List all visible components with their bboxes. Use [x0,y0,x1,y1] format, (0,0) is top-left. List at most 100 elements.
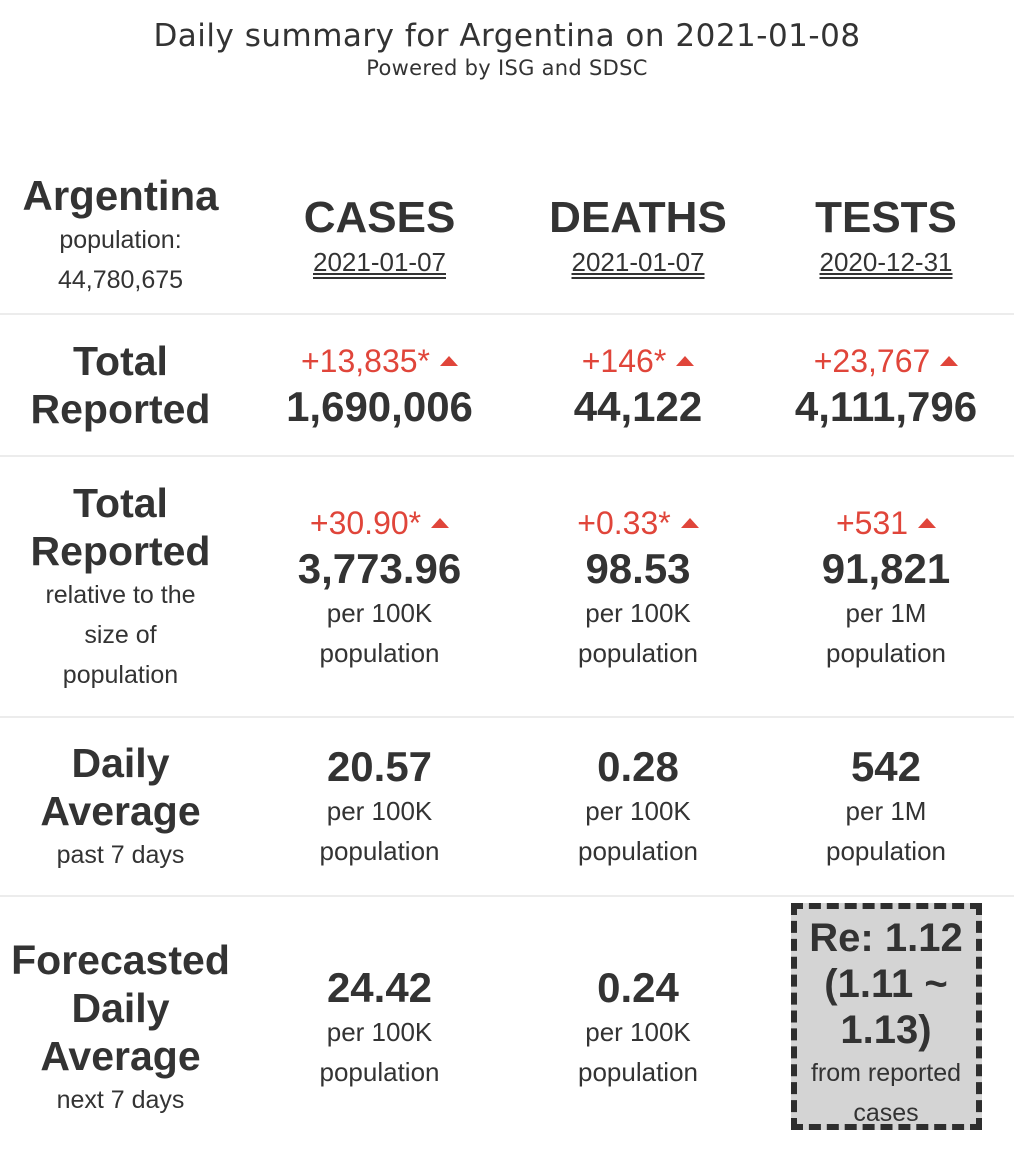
re-note-line: cases [853,1099,919,1127]
row-title-line: Reported [30,386,211,432]
column-date-link[interactable]: 2021-01-07 [313,247,446,277]
unit-line: population [826,637,946,668]
row-title-line: Reported [30,527,211,574]
row-title-line: Total [73,338,168,384]
unit-line: per 1M [845,597,927,628]
page-title: Daily summary for Argentina on 2021-01-0… [153,18,861,54]
page-header: Daily summary for Argentina on 2021-01-0… [0,0,1014,80]
triangle-up-icon [440,356,458,366]
daily-average-row: Daily Average past 7 days 20.57 per 100K… [0,716,1014,896]
re-note-line: from reported [810,1059,962,1087]
relative-value: 91,821 [821,544,951,592]
column-date-link[interactable]: 2021-01-07 [571,247,705,277]
deaths-daily-cell: 0.28 per 100K population [518,716,758,896]
unit-line: population [319,835,440,866]
row-title-line: Total [73,479,168,526]
column-label: CASES [303,193,456,242]
column-header-tests: TESTS 2020-12-31 [758,158,1014,314]
triangle-up-icon [940,356,959,366]
row-title-line: Average [40,1033,201,1079]
unit-line: per 100K [326,597,433,628]
forecast-row: Forecasted Daily Average next 7 days 24.… [0,895,1014,1159]
row-note-line: next 7 days [56,1086,185,1114]
row-header: Daily Average past 7 days [0,716,241,896]
tests-forecast-cell: Re: 1.12 (1.11 ~ 1.13) from reported cas… [758,895,1014,1159]
deaths-total-cell: +146* 44,122 [518,313,758,456]
cases-forecast-cell: 24.42 per 100K population [241,895,518,1159]
row-note-line: past 7 days [56,840,185,869]
daily-value: 20.57 [326,742,433,790]
delta-text: +23,767 [813,343,931,379]
row-title-line: Daily [71,985,170,1031]
cases-daily-cell: 20.57 per 100K population [241,716,518,896]
row-header: Forecasted Daily Average next 7 days [0,895,241,1159]
summary-table: Argentina population: 44,780,675 CASES 2… [0,158,1014,1159]
daily-value: 542 [850,742,922,790]
triangle-up-icon [918,517,937,528]
delta-text: +531 [835,504,909,541]
unit-line: population [578,637,698,668]
tests-total-cell: +23,767 4,111,796 [758,313,1014,456]
population-label: population: [59,225,182,254]
row-header: Total Reported relative to the size of p… [0,455,241,717]
row-title-line: Daily [71,739,170,786]
daily-value: 0.28 [597,742,679,790]
total-value: 1,690,006 [286,383,473,430]
column-header-cases: CASES 2021-01-07 [241,158,518,314]
triangle-up-icon [676,356,695,366]
row-title-line: Average [40,787,201,834]
row-note-line: size of [84,620,157,649]
unit-line: per 100K [326,795,433,826]
column-date-link[interactable]: 2020-12-31 [819,247,953,277]
forecast-value: 0.24 [597,964,679,1011]
population-value: 44,780,675 [57,265,184,294]
delta-value: +30.90* [241,501,518,545]
unit-line: per 100K [585,1017,691,1047]
delta-text: +0.33* [577,504,671,541]
delta-value: +0.33* [518,501,758,545]
delta-text: +13,835* [300,343,430,379]
re-value-line: Re: 1.12 [809,916,963,960]
delta-value: +531 [758,501,1014,545]
delta-value: +23,767 [758,339,1014,383]
re-range-line: (1.11 ~ [824,962,948,1006]
header-row: Argentina population: 44,780,675 CASES 2… [0,158,1014,314]
delta-text: +30.90* [309,504,422,541]
column-header-deaths: DEATHS 2021-01-07 [518,158,758,314]
re-range-line: 1.13) [840,1008,932,1052]
row-note-line: relative to the [45,580,196,609]
unit-line: population [319,1057,440,1087]
triangle-up-icon [431,517,450,528]
total-reported-row: Total Reported +13,835* 1,690,006 +146* … [0,313,1014,456]
unit-line: population [578,1057,698,1087]
unit-line: population [578,835,698,866]
cases-relative-cell: +30.90* 3,773.96 per 100K population [241,455,518,717]
unit-line: per 100K [585,597,691,628]
unit-line: per 1M [845,795,927,826]
unit-line: population [826,835,946,866]
tests-relative-cell: +531 91,821 per 1M population [758,455,1014,717]
delta-text: +146* [581,343,667,379]
forecast-value: 24.42 [326,964,433,1011]
unit-line: population [319,637,440,668]
total-value: 44,122 [573,383,703,430]
page-subtitle: Powered by ISG and SDSC [366,56,648,80]
row-title-line: Forecasted [11,937,230,983]
column-label: TESTS [815,193,957,242]
unit-line: per 100K [585,795,691,826]
triangle-up-icon [680,517,699,528]
row-note-line: population [62,660,179,689]
delta-value: +13,835* [241,339,518,383]
deaths-relative-cell: +0.33* 98.53 per 100K population [518,455,758,717]
tests-daily-cell: 542 per 1M population [758,716,1014,896]
country-cell: Argentina population: 44,780,675 [0,158,241,314]
relative-row: Total Reported relative to the size of p… [0,455,1014,717]
delta-value: +146* [518,339,758,383]
cases-total-cell: +13,835* 1,690,006 [241,313,518,456]
column-label: DEATHS [549,193,727,242]
row-header: Total Reported [0,313,241,456]
unit-line: per 100K [326,1017,433,1047]
country-name: Argentina [22,171,219,219]
re-estimate-box: Re: 1.12 (1.11 ~ 1.13) from reported cas… [790,903,982,1130]
total-value: 4,111,796 [794,383,978,430]
